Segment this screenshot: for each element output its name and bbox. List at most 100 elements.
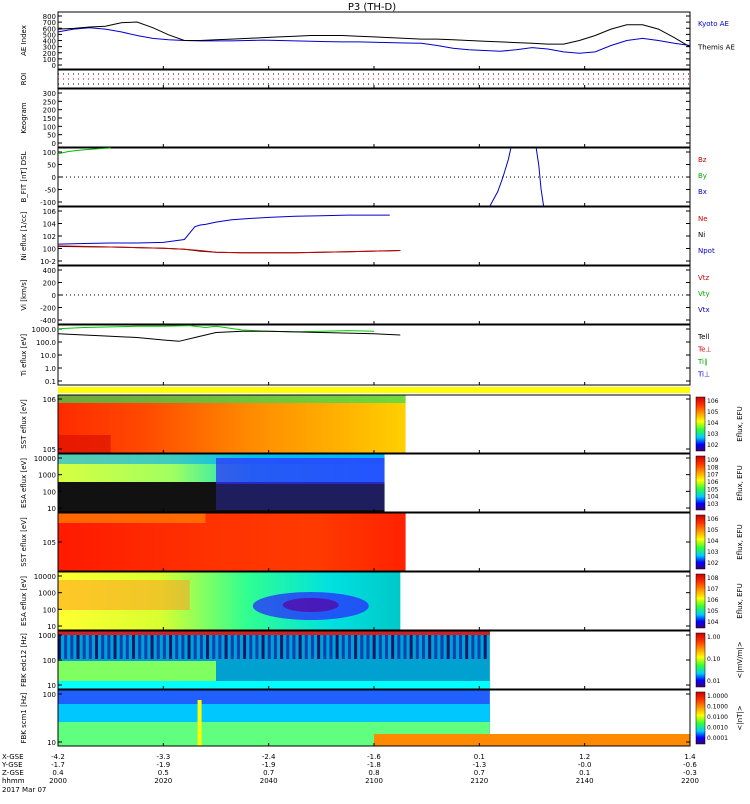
spectrogram-band <box>76 635 80 659</box>
colorbar-tick-label: 105 <box>707 608 719 615</box>
colorbar-title: Eflux, EFU <box>736 524 744 559</box>
spectrogram-band <box>428 635 432 659</box>
density-plot <box>57 206 691 266</box>
spectrogram-band <box>58 513 206 523</box>
spectrogram-band <box>125 635 129 659</box>
colorbar <box>695 514 706 570</box>
spectrogram-band <box>335 635 339 659</box>
spectrogram-band <box>384 635 388 659</box>
colorbar-tick-label: 0.0010 <box>707 725 728 732</box>
spectrogram-band <box>273 635 277 659</box>
spectrogram-band <box>280 635 284 659</box>
spectrogram-band <box>292 635 296 659</box>
legend-entry: Te⊥ <box>697 346 712 354</box>
x-tick-label: 0.4 <box>52 769 64 777</box>
x-tick-label: 2100 <box>365 777 383 785</box>
spectrogram-band <box>236 635 240 659</box>
spectrogram-band <box>150 635 154 659</box>
x-tick-label: 0.5 <box>158 769 169 777</box>
spectrogram-band <box>378 635 382 659</box>
spectrogram-fill <box>58 395 406 453</box>
colorbar-tick-label: 103 <box>707 549 719 556</box>
y-tick-label: 500 <box>43 31 56 39</box>
y-tick-label: 0 <box>52 292 56 300</box>
spectrogram-band <box>310 635 314 659</box>
y-tick-label: 1000 <box>38 590 56 598</box>
spectrogram-band <box>403 635 407 659</box>
colorbar-tick-label: 105 <box>707 527 719 534</box>
legend-entry: Tell <box>697 333 709 341</box>
x-tick-label: -1.6 <box>367 753 381 761</box>
series-line <box>57 21 691 48</box>
y-tick-label: 10.0 <box>40 352 56 360</box>
spectrogram-band <box>212 635 216 659</box>
y-tick-label: 100 <box>43 691 56 699</box>
y-tick-label: 200 <box>43 280 56 288</box>
y-tick-label: 300 <box>43 90 56 98</box>
x-tick-label: 2140 <box>576 777 594 785</box>
spectrogram-band <box>249 635 253 659</box>
spectrogram-band <box>162 635 166 659</box>
colorbar-tick-label: 107 <box>707 586 719 593</box>
y-axis-label: ESA eflux [eV] <box>20 458 28 508</box>
legend-entry: Kyoto AE <box>698 20 729 28</box>
y-tick-label: -50 <box>45 187 56 195</box>
spectrogram-band <box>243 635 247 659</box>
legend-entry: Bz <box>698 156 707 164</box>
y-tick-label: 0 <box>52 174 56 182</box>
spectrogram-band <box>282 598 339 612</box>
spectrogram-band <box>230 635 234 659</box>
y-tick-label: 100 <box>43 56 56 64</box>
series-line <box>57 147 111 155</box>
spectrogram-band <box>422 635 426 659</box>
spectrogram-band <box>58 395 406 403</box>
spectrogram-band <box>138 635 142 659</box>
spectrogram-band <box>471 635 475 659</box>
spectrogram-band <box>440 635 444 659</box>
legend-entry: Ne <box>698 215 708 223</box>
spectrogram-band <box>156 635 160 659</box>
y-axis-label: FBK scm1 [Hz] <box>20 692 28 743</box>
colorbar <box>695 455 706 511</box>
y-axis-label: FBK edc12 [Hz] <box>20 633 28 687</box>
spectrogram-band <box>341 635 345 659</box>
spectrogram-band <box>304 635 308 659</box>
x-tick-label: 0.1 <box>579 769 590 777</box>
colorbar-tick-label: 104 <box>707 538 719 545</box>
y-tick-label: 200 <box>43 50 56 58</box>
spectrogram-band <box>218 635 222 659</box>
y-tick-label: 10 <box>47 505 56 513</box>
series-line <box>57 214 390 245</box>
colorbar-tick-label: 1.00 <box>707 634 721 641</box>
legend-entry: Themis AE <box>697 44 735 52</box>
spectrogram-band <box>58 635 61 659</box>
spectrogram-band <box>199 635 203 659</box>
colorbar-title: Eflux, EFU <box>736 465 744 500</box>
series-line <box>57 330 401 342</box>
keogram-plot <box>57 88 691 148</box>
legend-entry: Vtz <box>698 274 710 282</box>
x-tick-label: -2.4 <box>262 753 276 761</box>
spectrogram-band <box>206 635 210 659</box>
availability-bar <box>58 387 690 393</box>
spectrogram-band <box>193 635 197 659</box>
colorbar-tick-label: 0.10 <box>707 656 721 663</box>
colorbar-tick-label: 103 <box>707 501 719 508</box>
x-tick-label: 0.8 <box>368 769 379 777</box>
y-axis-label: ESA eflux [eV] <box>20 576 28 626</box>
y-tick-label: 200 <box>43 107 56 115</box>
colorbar-tick-label: 103 <box>707 431 719 438</box>
spectrogram-band <box>255 635 259 659</box>
x-axis-row-label: Y-GSE <box>1 761 23 769</box>
series-line <box>57 245 401 254</box>
y-tick-label: 300 <box>43 44 56 52</box>
spectrogram-band <box>216 484 385 510</box>
y-tick-label: 10000 <box>34 455 56 463</box>
x-tick-label: -4.2 <box>51 753 65 761</box>
spectrogram-band <box>298 635 302 659</box>
y-axis-label: SST eflux [eV] <box>20 399 28 449</box>
spectrogram-band <box>452 635 456 659</box>
y-tick-label: 105 <box>43 446 56 454</box>
x-tick-label: 2020 <box>154 777 172 785</box>
